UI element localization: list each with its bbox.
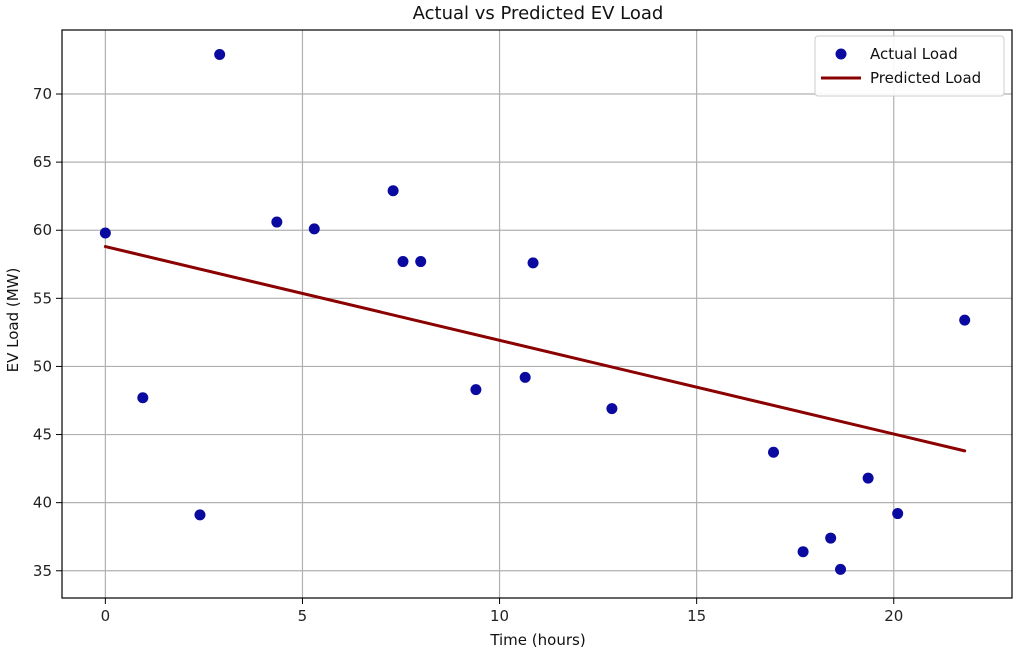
actual-load-point — [194, 509, 206, 521]
actual-series — [99, 49, 971, 575]
chart-title: Actual vs Predicted EV Load — [413, 3, 664, 24]
predicted-series — [103, 245, 967, 453]
actual-load-point — [527, 257, 539, 269]
x-tick-label: 10 — [490, 607, 509, 625]
actual-load-point — [825, 532, 837, 544]
actual-load-point — [214, 49, 226, 61]
y-tick-label: 35 — [33, 562, 52, 580]
y-tick-label: 65 — [33, 153, 52, 171]
x-tick-label: 5 — [298, 607, 308, 625]
x-tick-label: 15 — [687, 607, 706, 625]
actual-load-point — [137, 392, 149, 404]
legend-label-actual: Actual Load — [870, 45, 958, 63]
actual-load-point — [959, 314, 971, 326]
actual-load-point — [271, 216, 283, 228]
actual-load-point — [470, 384, 482, 396]
x-tick-label: 0 — [101, 607, 111, 625]
x-tick-label: 20 — [884, 607, 903, 625]
actual-load-point — [99, 227, 111, 239]
y-tick-label: 55 — [33, 289, 52, 307]
legend: Actual Load Predicted Load — [814, 35, 1005, 97]
x-axis-title: Time (hours) — [489, 631, 585, 649]
actual-load-point — [892, 508, 904, 520]
axis-ticks: 0 5 10 15 20 35 40 45 50 55 60 65 70 — [33, 85, 903, 625]
y-tick-label: 45 — [33, 426, 52, 444]
actual-load-point — [797, 546, 809, 558]
actual-load-point — [768, 446, 780, 458]
y-axis-title: EV Load (MW) — [4, 268, 22, 373]
legend-label-predicted: Predicted Load — [870, 69, 981, 87]
actual-load-point — [308, 223, 320, 235]
actual-load-point — [862, 472, 874, 484]
y-tick-label: 50 — [33, 357, 52, 375]
y-tick-label: 70 — [33, 85, 52, 103]
predicted-load-line — [103, 245, 967, 453]
y-tick-label: 60 — [33, 221, 52, 239]
actual-load-point — [606, 403, 618, 415]
legend-box — [814, 35, 1005, 97]
legend-marker-actual — [835, 48, 847, 60]
actual-load-point — [397, 256, 409, 268]
actual-load-point — [835, 563, 847, 575]
actual-load-point — [415, 256, 427, 268]
actual-load-point — [387, 185, 399, 197]
actual-load-point — [519, 371, 531, 383]
y-tick-label: 40 — [33, 494, 52, 512]
plot-area-frame — [61, 29, 1013, 599]
